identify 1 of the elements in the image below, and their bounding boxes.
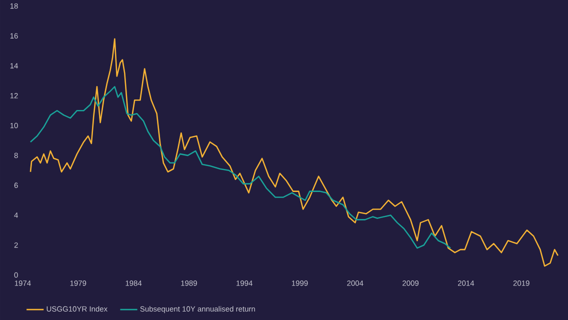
line-series [30, 38, 559, 267]
